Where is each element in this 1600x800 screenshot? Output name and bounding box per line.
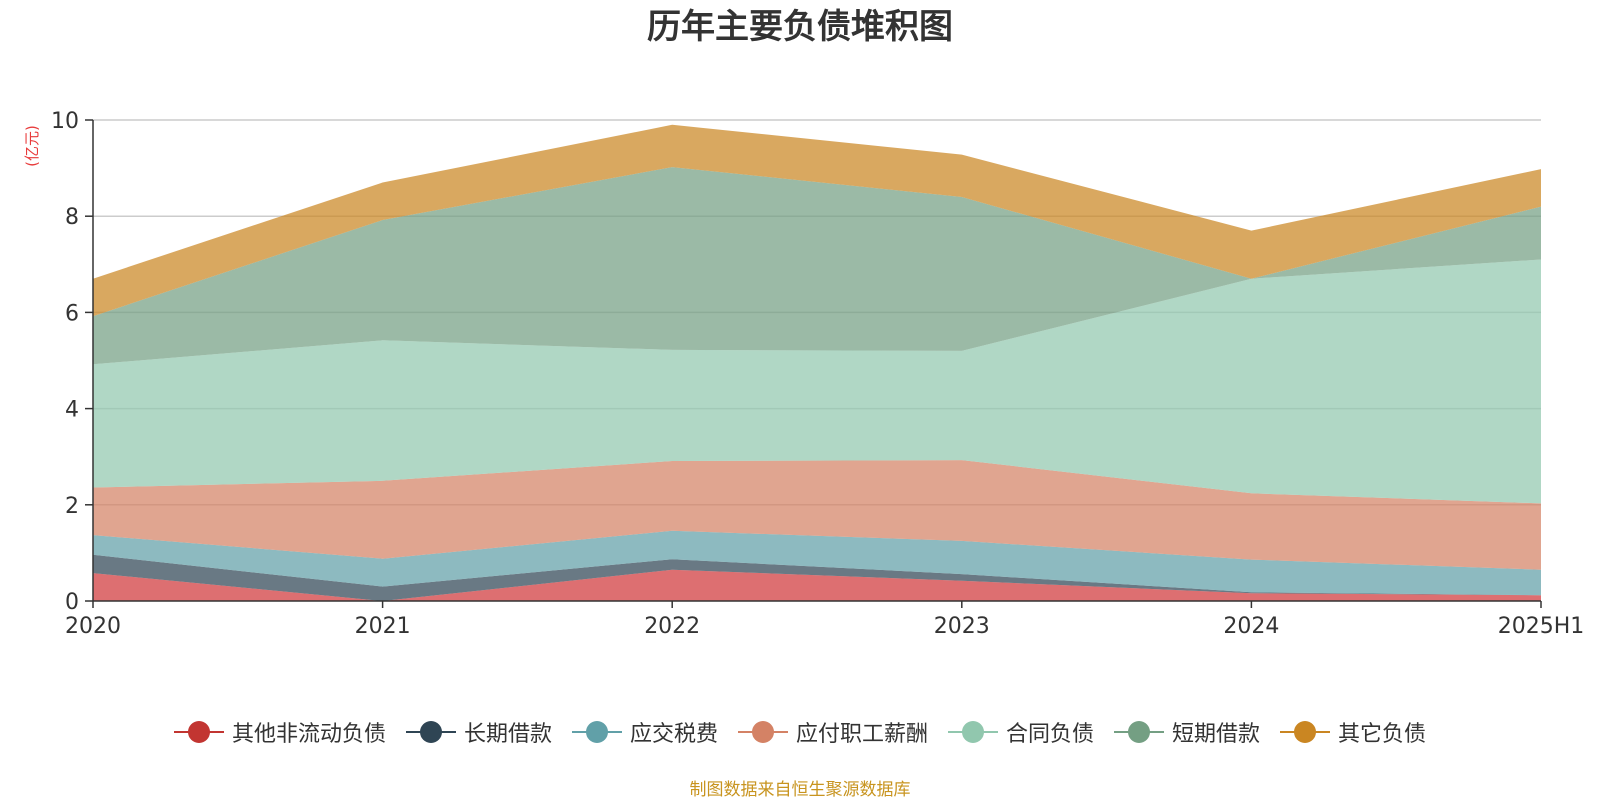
y-tick-label: 4 [65,398,79,423]
legend-item[interactable]: 长期借款 [405,716,552,748]
y-tick-label: 6 [65,301,79,326]
area-4 [93,259,1541,504]
area-3 [93,460,1541,570]
y-tick-label: 8 [65,205,79,230]
legend-item[interactable]: 其他非流动负债 [173,716,386,748]
area-2 [93,530,1541,596]
area-6 [93,124,1541,317]
legend-label: 应付职工薪酬 [795,722,928,747]
legend-swatch-icon [405,720,456,744]
legend-item[interactable]: 应付职工薪酬 [737,716,928,748]
x-tick-label: 2022 [644,614,700,639]
area-0 [93,569,1541,601]
source-note: 制图数据来自恒生聚源数据库 [689,780,911,800]
area-series [93,124,1541,601]
area-5 [93,167,1541,365]
x-tick-label: 2021 [355,614,411,639]
legend-item[interactable]: 合同负债 [948,716,1094,748]
y-tick-label: 10 [51,109,79,134]
legend-label: 其它负债 [1338,722,1427,747]
axes [85,119,1542,608]
legend-label: 其他非流动负债 [231,722,386,747]
legend-swatch-icon [1280,720,1331,744]
stacked-area-chart: 0 2 4 6 8 10 2020 2021 2022 2023 2024 2025H1 [51,109,1584,639]
legend-label: 长期借款 [463,722,552,747]
x-tick-label: 2024 [1223,614,1279,639]
legend-item[interactable]: 应交税费 [571,716,718,748]
legend-swatch-icon [173,720,224,744]
legend-item[interactable]: 短期借款 [1114,716,1260,748]
legend-label: 应交税费 [629,722,718,747]
area-1 [93,554,1541,601]
legend-swatch-icon [948,720,998,744]
legend-swatch-icon [571,720,622,744]
x-tick-label: 2025H1 [1498,614,1585,639]
y-tick-label: 2 [65,494,79,519]
legend: 其他非流动负债 长期借款 应交税费 应付职工薪酬 合同负债 短期借款 其它负债 [0,716,1600,748]
legend-item[interactable]: 其它负债 [1280,716,1426,748]
chart-title: 历年主要负债堆积图 [647,7,953,47]
x-tick-label: 2023 [934,614,990,639]
legend-label: 合同负债 [1006,722,1095,747]
tick-labels: 0 2 4 6 8 10 2020 2021 2022 2023 2024 2025H1 [51,109,1584,639]
legend-swatch-icon [737,720,788,744]
y-tick-label: 0 [65,590,79,615]
legend-label: 短期借款 [1172,722,1261,747]
legend-swatch-icon [1114,720,1165,744]
x-tick-label: 2020 [65,614,121,639]
